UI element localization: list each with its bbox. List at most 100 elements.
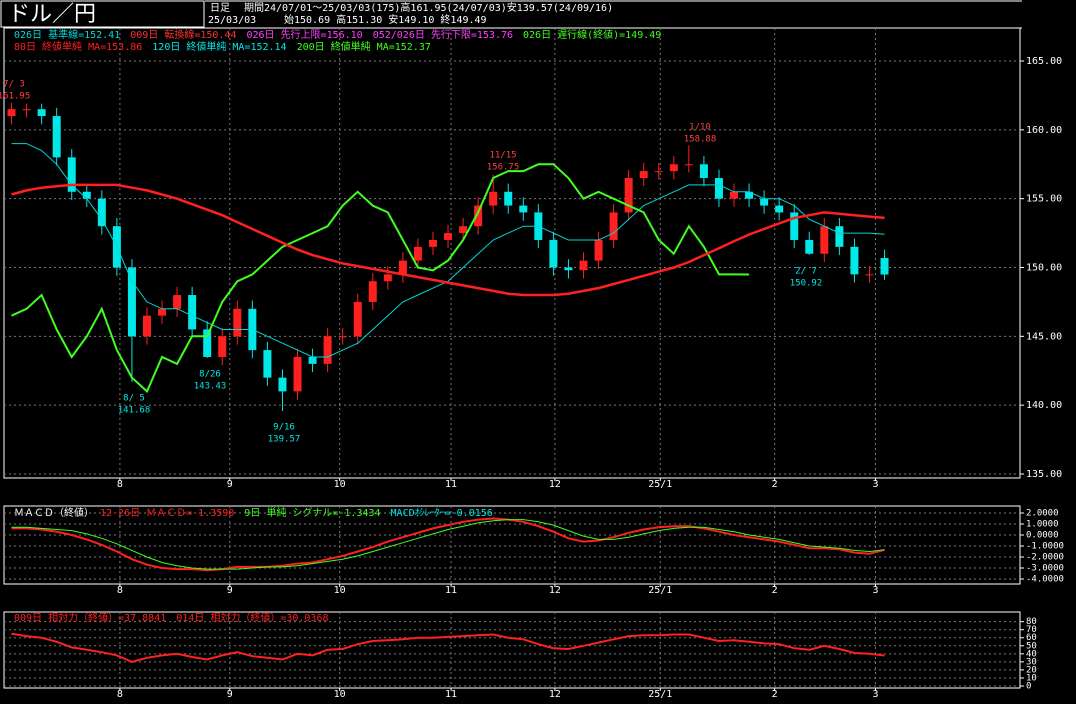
candle-body [564, 267, 573, 271]
candle-body [775, 205, 784, 213]
legend-entry: MACDｵｼﾚｰﾀｰ=-0.0156 [391, 507, 493, 519]
y-tick-label: 135.00 [1026, 469, 1062, 480]
candle-body [730, 191, 739, 199]
legend-entry: 026日 遅行線(終値)=149.49 [523, 28, 661, 41]
y-tick-label: 50 [1026, 641, 1037, 651]
legend-entry: 009日 転換線=150.44 [130, 28, 236, 41]
candle-body [790, 212, 799, 240]
candle-body [820, 226, 829, 254]
x-tick-label: 12 [549, 689, 561, 700]
x-tick-label: 8 [117, 585, 123, 596]
x-tick-label: 2 [772, 689, 778, 700]
y-tick-label: 0 [1026, 682, 1031, 692]
candle-body [158, 308, 167, 316]
x-tick-label: 25/1 [648, 479, 672, 490]
y-tick-label: 10 [1026, 673, 1037, 683]
candle-body [188, 295, 197, 330]
candle-body [609, 212, 618, 240]
candle-body [338, 336, 347, 338]
title-box [0, 0, 205, 28]
x-tick-label: 10 [334, 689, 346, 700]
y-tick-label: 1.0000 [1026, 520, 1059, 530]
annotation: 156.75 [487, 163, 520, 173]
annotation: 9/16 [273, 423, 295, 433]
annotation: 150.92 [790, 279, 823, 289]
y-tick-label: 60 [1026, 633, 1037, 643]
legend-entry: 12-26日 ＭＡＣＤ=-1.3590 [100, 508, 234, 519]
panel-frame [3, 611, 1021, 689]
candle-body [82, 191, 91, 199]
y-tick-label: 80 [1026, 617, 1037, 627]
x-tick-label: 12 [549, 585, 561, 596]
candle-body [669, 164, 678, 172]
period-info: 期間24/07/01～25/03/03(175)高161.95(24/07/03… [244, 1, 613, 14]
annotation: 8/26 [199, 370, 221, 380]
x-tick-label: 8 [117, 689, 123, 700]
series-line [11, 519, 885, 570]
page-title: ドル／円 [8, 2, 96, 27]
candle-body [398, 260, 407, 275]
annotation: 8/ 5 [123, 394, 145, 404]
candle-body [489, 191, 498, 206]
legend-entry: 9日 単純 シグナル=-1.3434 [244, 506, 380, 519]
candle-body [22, 109, 31, 111]
candle-body [142, 315, 151, 337]
plot-area [11, 632, 885, 663]
y-tick-label: 2.0000 [1026, 509, 1059, 519]
candle-body [97, 198, 106, 227]
candle-body [504, 191, 513, 206]
y-tick-label: 155.00 [1026, 194, 1062, 205]
candle-body [353, 301, 362, 337]
y-tick-label: 40 [1026, 649, 1037, 659]
x-tick-label: 3 [872, 689, 878, 700]
annotation: 141.68 [118, 406, 151, 416]
panel-frame [3, 505, 1021, 585]
plot-area: 7/ 3 161.95 11/15 156.75 1/10 158.88 8/ 5 141.6… [0, 80, 889, 445]
x-tick-label: 11 [445, 479, 457, 490]
x-tick-label: 3 [872, 479, 878, 490]
period-type: 日足 [210, 2, 230, 14]
annotation: 1/10 [689, 123, 711, 133]
x-tick-label: 9 [227, 585, 233, 596]
candle-body [714, 178, 723, 199]
candle-body [835, 226, 844, 247]
candle-body [308, 356, 317, 364]
annotation: 158.88 [684, 135, 717, 145]
series-line [11, 632, 885, 663]
candle-body [579, 260, 588, 271]
legend-entry: 120日 終値単純 MA=152.14 [152, 40, 286, 53]
candle-body [67, 157, 76, 192]
panel-frame [3, 27, 1021, 479]
candle-body [203, 329, 212, 357]
legend-entry: 200日 終値単純 MA=152.37 [297, 40, 431, 53]
y-tick-label: 150.00 [1026, 263, 1062, 274]
candle-body [52, 116, 61, 158]
x-tick-label: 2 [772, 479, 778, 490]
candle-body [624, 178, 633, 213]
annotation: 143.43 [194, 382, 227, 392]
candle-body [37, 109, 46, 117]
candle-body [850, 246, 859, 275]
candle-body [293, 356, 302, 392]
plot-area [11, 517, 885, 572]
annotation: 7/ 3 [3, 80, 25, 90]
candle-body [880, 258, 889, 275]
candle-body [639, 171, 648, 179]
x-tick-label: 8 [117, 479, 123, 490]
candle-body [745, 191, 754, 199]
legend-entry: 009日 相対力（終値）=37.8841 [14, 611, 166, 624]
candle-body [368, 281, 377, 302]
candle-body [699, 164, 708, 179]
x-tick-label: 10 [334, 479, 346, 490]
candle-body [865, 274, 874, 276]
x-tick-label: 9 [227, 689, 233, 700]
legend-entry: 052/026日 先行下限=153.76 [373, 28, 513, 41]
candle-body [413, 246, 422, 261]
y-tick-label: -3.0000 [1026, 564, 1064, 574]
series-line [11, 517, 885, 572]
y-tick-label: 70 [1026, 625, 1037, 635]
panel-title: ＭＡＣＤ（終値） [14, 506, 94, 519]
annotation: 161.95 [0, 92, 30, 102]
